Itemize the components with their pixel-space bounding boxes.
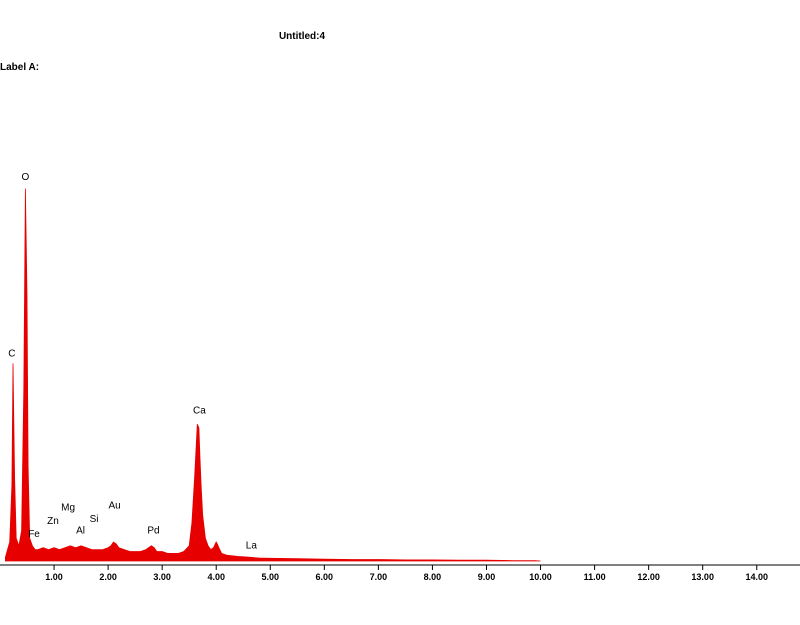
- peak-label-si: Si: [90, 514, 99, 525]
- peak-label-mg: Mg: [61, 503, 75, 514]
- x-tick-label: 14.00: [745, 572, 768, 582]
- label-a: Label A:: [0, 62, 40, 73]
- x-tick-label: 3.00: [153, 572, 171, 582]
- peak-label-au: Au: [108, 501, 120, 512]
- peak-label-pd: Pd: [147, 525, 159, 536]
- x-tick-label: 11.00: [584, 572, 606, 582]
- x-tick-label: 6.00: [316, 572, 334, 582]
- peak-label-la: La: [246, 541, 258, 552]
- spectrum-layer: [5, 188, 541, 562]
- x-tick-label: 4.00: [207, 572, 225, 582]
- peak-label-c: C: [8, 349, 15, 360]
- peak-label-zn: Zn: [47, 516, 59, 527]
- x-tick-label: 1.00: [45, 572, 63, 582]
- peak-label-al: Al: [76, 525, 85, 536]
- page-title: Untitled:4: [278, 31, 326, 42]
- x-tick-label: 8.00: [424, 572, 442, 582]
- tick-layer: 1.00 2.00 3.00 4.00 5.00 6.00 7.00 8.00 9.00 10.0…: [45, 565, 768, 582]
- x-tick-label: 5.00: [262, 572, 280, 582]
- x-tick-label: 12.00: [637, 572, 660, 582]
- spectrum-series-0: [5, 188, 541, 562]
- peak-label-o: O: [22, 172, 30, 183]
- x-tick-label: 10.00: [529, 572, 552, 582]
- x-tick-label: 7.00: [370, 572, 388, 582]
- x-tick-label: 2.00: [99, 572, 117, 582]
- peak-label-fe: Fe: [28, 529, 40, 540]
- x-tick-label: 9.00: [478, 572, 496, 582]
- x-tick-label: 13.00: [691, 572, 714, 582]
- peak-label-ca: Ca: [193, 406, 206, 417]
